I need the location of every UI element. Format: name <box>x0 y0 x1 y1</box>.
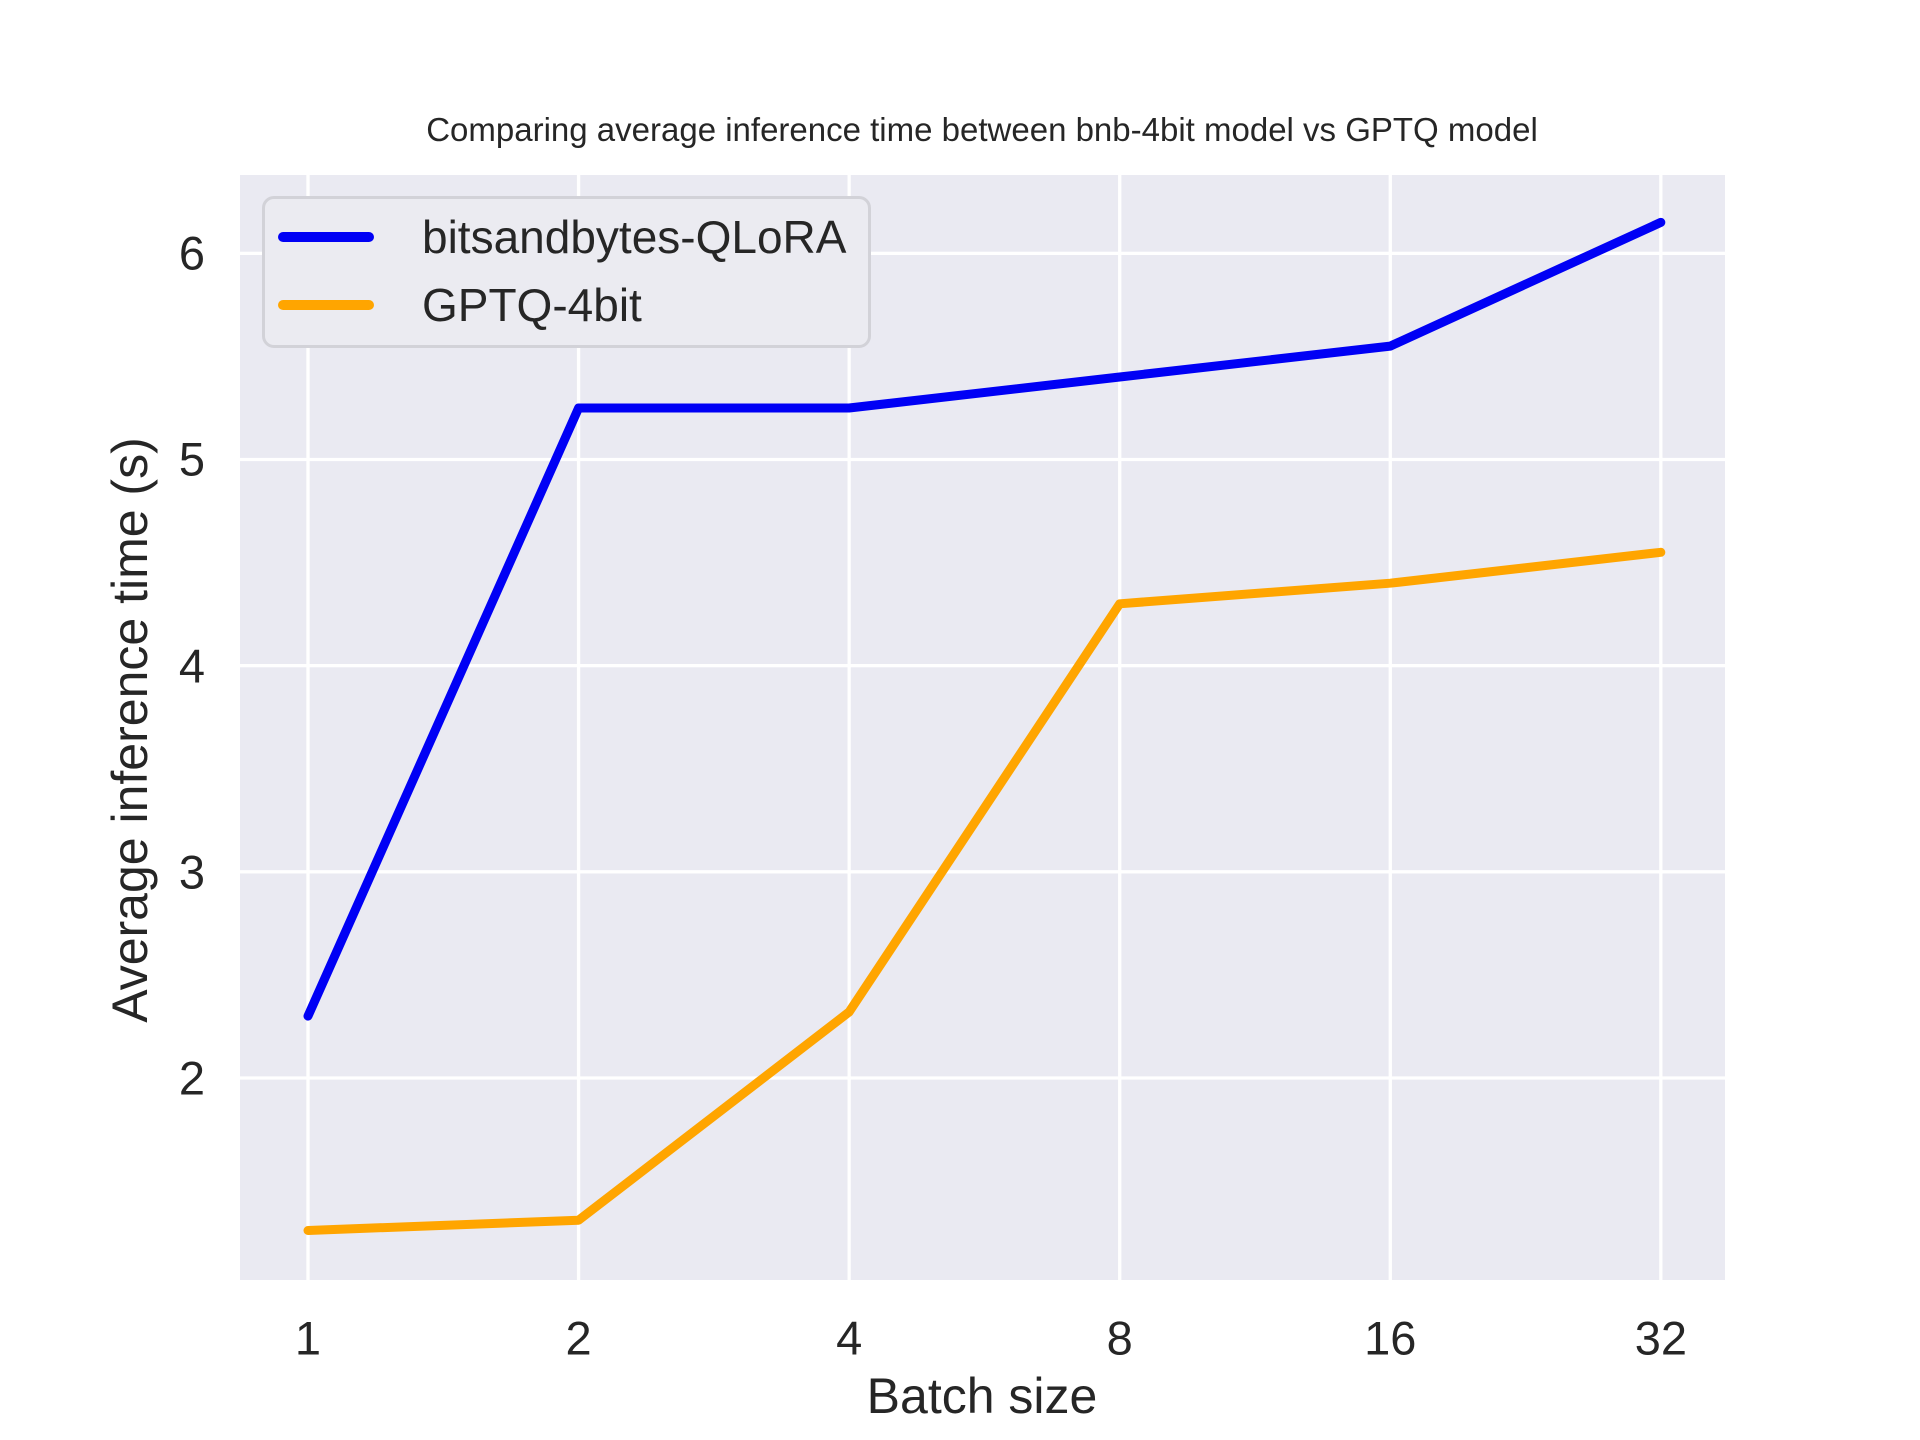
x-tick-label: 1 <box>294 1311 322 1365</box>
x-tick-label: 16 <box>1364 1311 1417 1365</box>
series-line-bitsandbytes-QLoRA <box>303 217 1666 1021</box>
y-tick-label: 6 <box>178 226 205 280</box>
x-tick-label: 8 <box>1106 1311 1133 1365</box>
y-axis-label: Average inference time (s) <box>102 437 158 1023</box>
x-axis-label: Batch size <box>866 1368 1098 1424</box>
x-tick-label: 2 <box>565 1311 592 1365</box>
legend-item: GPTQ-4bit <box>278 273 846 337</box>
chart-title: Comparing average inference time between… <box>426 111 1538 148</box>
legend-line-swatch-orange <box>278 300 374 310</box>
x-tick-label: 4 <box>836 1311 863 1365</box>
legend-label: GPTQ-4bit <box>422 279 642 331</box>
legend-label: bitsandbytes-QLoRA <box>422 211 847 263</box>
y-tick-label: 5 <box>178 432 205 486</box>
legend-line-swatch-blue <box>278 232 374 242</box>
series-line-GPTQ-4bit <box>303 547 1666 1235</box>
x-tick-label: 32 <box>1634 1311 1687 1365</box>
y-tick-label: 3 <box>178 845 205 899</box>
legend-item: bitsandbytes-QLoRA <box>278 205 846 269</box>
legend: bitsandbytes-QLoRA GPTQ-4bit <box>262 196 872 348</box>
y-tick-label: 4 <box>178 639 205 693</box>
axes-background <box>240 175 1725 1280</box>
y-tick-label: 2 <box>178 1051 205 1105</box>
